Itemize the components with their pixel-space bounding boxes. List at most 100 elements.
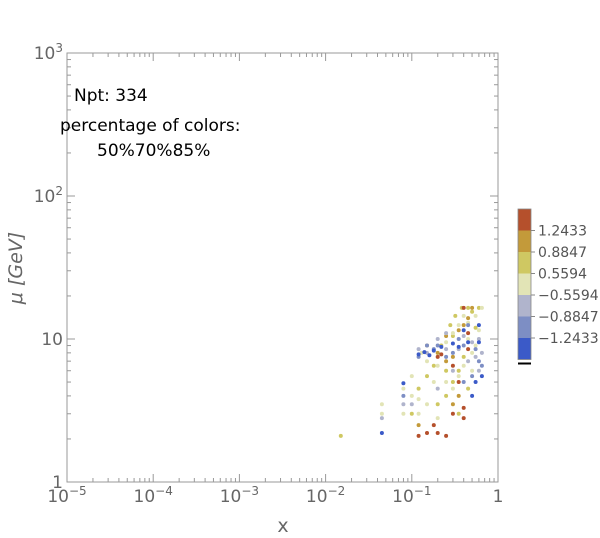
y-axis-title: μ [GeV] bbox=[5, 232, 27, 305]
scatter-point bbox=[456, 393, 461, 398]
scatter-point bbox=[448, 323, 453, 328]
scatter-point bbox=[435, 337, 440, 341]
scatter-point bbox=[470, 305, 475, 310]
legend-label: −0.5594 bbox=[538, 288, 599, 304]
scatter-point bbox=[461, 323, 466, 328]
scatter-point bbox=[461, 328, 466, 333]
scatter-point bbox=[435, 350, 440, 355]
scatter-point bbox=[456, 380, 461, 384]
legend-swatch bbox=[518, 316, 531, 338]
legend-label: 0.8847 bbox=[538, 245, 587, 261]
y-tick-label: 103 bbox=[34, 41, 63, 64]
legend-label: −0.8847 bbox=[538, 310, 599, 326]
scatter-point bbox=[479, 374, 484, 379]
scatter-point bbox=[456, 337, 461, 341]
scatter-point bbox=[473, 380, 478, 384]
scatter-point bbox=[450, 411, 455, 416]
scatter-point bbox=[416, 433, 421, 438]
scatter-point bbox=[470, 309, 475, 314]
scatter-point bbox=[425, 343, 429, 348]
scatter-point bbox=[450, 331, 455, 336]
scatter-point bbox=[409, 402, 414, 407]
scatter-point bbox=[444, 368, 449, 373]
scatter-point bbox=[401, 411, 406, 416]
x-tick-label: 10−4 bbox=[134, 484, 173, 507]
scatter-point bbox=[444, 359, 449, 364]
scatter-point bbox=[461, 354, 466, 359]
scatter-point bbox=[461, 334, 466, 338]
legend-frame bbox=[517, 208, 532, 360]
legend-label: −1.2433 bbox=[538, 331, 599, 347]
scatter-point bbox=[439, 344, 444, 349]
ticks-layer: 10−5 10−4 10−3 10−2 10−1 1 1 10 102 103 bbox=[34, 41, 504, 507]
scatter-point bbox=[476, 328, 481, 333]
y-tick-label: 102 bbox=[34, 184, 63, 207]
scatter-point bbox=[466, 323, 471, 328]
legend-swatch bbox=[518, 295, 531, 317]
scatter-point bbox=[431, 363, 436, 368]
scatter-point bbox=[450, 380, 455, 384]
scatter-point bbox=[450, 341, 455, 346]
scatter-point bbox=[476, 305, 481, 310]
scatter-point bbox=[461, 405, 466, 410]
scatter-point bbox=[470, 350, 475, 355]
scatter-point bbox=[435, 343, 440, 348]
scatter-point bbox=[466, 316, 471, 321]
scatter-point bbox=[479, 305, 484, 310]
scatter-point bbox=[466, 337, 471, 341]
scatter-point bbox=[435, 363, 440, 368]
plot-frame bbox=[66, 52, 499, 483]
scatter-point bbox=[466, 331, 471, 336]
x-tick-label: 10−2 bbox=[306, 484, 345, 507]
x-axis-title: x bbox=[277, 515, 288, 537]
legend-label: 0.5594 bbox=[538, 267, 587, 283]
scatter-point bbox=[427, 353, 432, 358]
scatter-point bbox=[461, 313, 466, 318]
x-tick-label: 10−3 bbox=[220, 484, 259, 507]
scatter-point bbox=[401, 402, 406, 407]
scatter-point bbox=[379, 402, 384, 407]
scatter-point bbox=[479, 363, 484, 368]
scatter-point bbox=[425, 359, 429, 364]
scatter-point bbox=[439, 352, 444, 357]
scatter-point bbox=[444, 393, 449, 398]
x-tick-label: 1 bbox=[493, 487, 504, 507]
scatter-point bbox=[473, 354, 478, 359]
scatter-point bbox=[416, 352, 421, 357]
scatter-point bbox=[466, 386, 471, 391]
scatter-point bbox=[425, 402, 429, 407]
scatter-point bbox=[479, 350, 484, 355]
scatter-point bbox=[422, 350, 427, 355]
scatter-point bbox=[416, 423, 421, 428]
scatter-point bbox=[416, 386, 421, 391]
scatter-point bbox=[435, 402, 440, 407]
x-tick-label: 10−5 bbox=[47, 484, 86, 507]
scatter-point bbox=[409, 393, 414, 398]
scatter-point bbox=[461, 305, 466, 310]
scatter-point bbox=[476, 337, 481, 341]
scatter-point bbox=[444, 340, 449, 345]
scatter-point bbox=[470, 374, 475, 379]
scatter-point bbox=[450, 334, 455, 338]
scatter-point bbox=[466, 305, 471, 310]
scatter-point bbox=[470, 368, 475, 373]
scatter-point bbox=[456, 323, 461, 328]
scatter-point bbox=[425, 431, 429, 435]
scatter-point bbox=[444, 380, 449, 384]
scatter-point bbox=[379, 411, 384, 416]
scatter-point bbox=[409, 411, 414, 416]
percentage-values: 50%70%85% bbox=[97, 141, 210, 161]
scatter-point bbox=[476, 340, 481, 345]
scatter-point bbox=[466, 359, 471, 364]
scatter-point bbox=[435, 416, 440, 421]
scatter-point bbox=[473, 313, 478, 318]
scatter-point bbox=[431, 348, 436, 353]
scatter-point bbox=[453, 313, 458, 318]
scatter-point bbox=[450, 386, 455, 391]
scatter-point bbox=[450, 402, 455, 407]
scatter-point bbox=[435, 431, 440, 435]
y-tick-label: 1 bbox=[52, 473, 63, 493]
scatter-point bbox=[416, 411, 421, 416]
scatter-point bbox=[379, 416, 384, 421]
scatter-point bbox=[425, 374, 429, 379]
